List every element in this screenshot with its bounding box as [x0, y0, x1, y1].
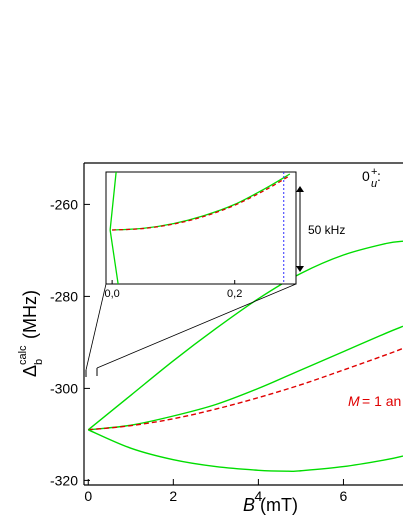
x-tick-label: 4 [254, 488, 262, 504]
svg-text:Δ: Δ [20, 365, 40, 377]
svg-text:(MHz): (MHz) [20, 290, 40, 339]
y-tick-label: -280 [50, 288, 78, 304]
curve-label-m1: M [348, 393, 360, 409]
inset-frame [105, 171, 297, 285]
zoom-line-left [85, 283, 107, 371]
series-line-4 [87, 429, 403, 472]
x-tick-label: 2 [169, 488, 177, 504]
inset-x-ticks: 0,0 0,2 [104, 280, 242, 300]
curve-label-m1-rest: = 1 an [362, 393, 401, 409]
x-axis-title-unit: (mT) [260, 495, 298, 515]
inset-series-dashed [112, 175, 291, 231]
series-line-dashed [88, 347, 403, 431]
scale-bar-arrow-bottom [296, 266, 304, 272]
zoom-line-right [96, 283, 297, 369]
scale-bar-label: 50 kHz [308, 223, 345, 237]
main-series [87, 240, 403, 472]
y-tick-label: -300 [50, 380, 78, 396]
series-line-1 [87, 240, 403, 431]
inset-x-tick-label: 0,0 [104, 288, 119, 300]
x-tick-label: 6 [340, 488, 348, 504]
y-axis-title: Δ b calc (MHz) [17, 290, 45, 377]
scale-bar-arrow-top [296, 186, 304, 192]
state-label: 0 [362, 168, 370, 184]
inset-branch-upper [109, 172, 117, 231]
x-tick-label: 0 [84, 488, 92, 504]
inset-series [109, 172, 291, 284]
svg-text:b: b [33, 359, 45, 365]
inset-branch-lower [109, 229, 119, 284]
x-ticks: 0 2 4 6 [84, 479, 348, 504]
series-line-2 [88, 325, 403, 431]
y-tick-label: -320 [50, 472, 78, 488]
svg-text:calc: calc [17, 345, 29, 365]
state-label-colon: : [377, 168, 381, 184]
state-label-sup: + [371, 166, 377, 178]
x-axis-title-b: B [243, 495, 255, 515]
inset-x-tick-label: 0,2 [227, 288, 242, 300]
y-ticks: -320 -300 -280 -260 [50, 196, 90, 488]
y-tick-label: -260 [50, 196, 78, 212]
state-label-sub: u [371, 178, 377, 190]
